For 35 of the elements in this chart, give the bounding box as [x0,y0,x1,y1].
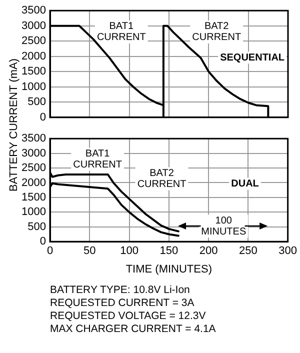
annotation: BAT2 CURRENT [137,168,186,190]
annotation: 100 MINUTES [201,215,246,238]
y-tick-label: 1000 [22,80,46,93]
text: REQUESTED VOLTAGE = 12.3V [50,310,207,323]
x-axis-title: TIME (MINUTES) [126,263,212,276]
text: MAX CHARGER CURRENT = 4.1A [50,323,216,336]
x-tick-label: 150 [160,245,178,258]
y-tick-label: 2000 [22,176,46,189]
y-tick-label: 1500 [22,191,46,204]
y-tick-label: 3500 [22,4,46,17]
y-tick-label: 3000 [22,20,46,32]
y-tick-label: 500 [28,96,46,108]
annotation: BAT2 CURRENT [192,21,242,44]
y-tick-label: 2000 [22,50,46,62]
y-tick-label: 2500 [22,35,46,48]
y-tick-label: 3000 [22,147,46,160]
x-tick-label: 100 [120,245,138,258]
y-tick-label: 500 [28,220,46,233]
x-tick-label: 300 [278,245,298,258]
annotation: SEQUENTIAL [220,52,285,64]
annotation: DUAL [231,178,259,190]
annotation: BAT1 CURRENT [96,21,146,44]
y-tick-label: 1000 [22,206,46,218]
x-tick-label: 250 [239,245,258,258]
x-tick-label: 50 [84,245,96,258]
text: BATTERY TYPE: 10.8V Li-Ion [50,284,191,297]
y-tick-label: 1500 [22,66,46,78]
x-tick-label: 200 [199,245,218,258]
y-axis-title: BATTERY CURRENT (mA) [8,57,21,194]
annotation: BAT1 CURRENT [73,148,122,170]
y-tick-label: 0 [40,111,46,124]
text: REQUESTED CURRENT = 3A [50,297,196,310]
y-tick-label: 3500 [22,132,46,145]
y-tick-label: 2500 [22,162,46,174]
y-tick-label: 0 [40,236,46,248]
